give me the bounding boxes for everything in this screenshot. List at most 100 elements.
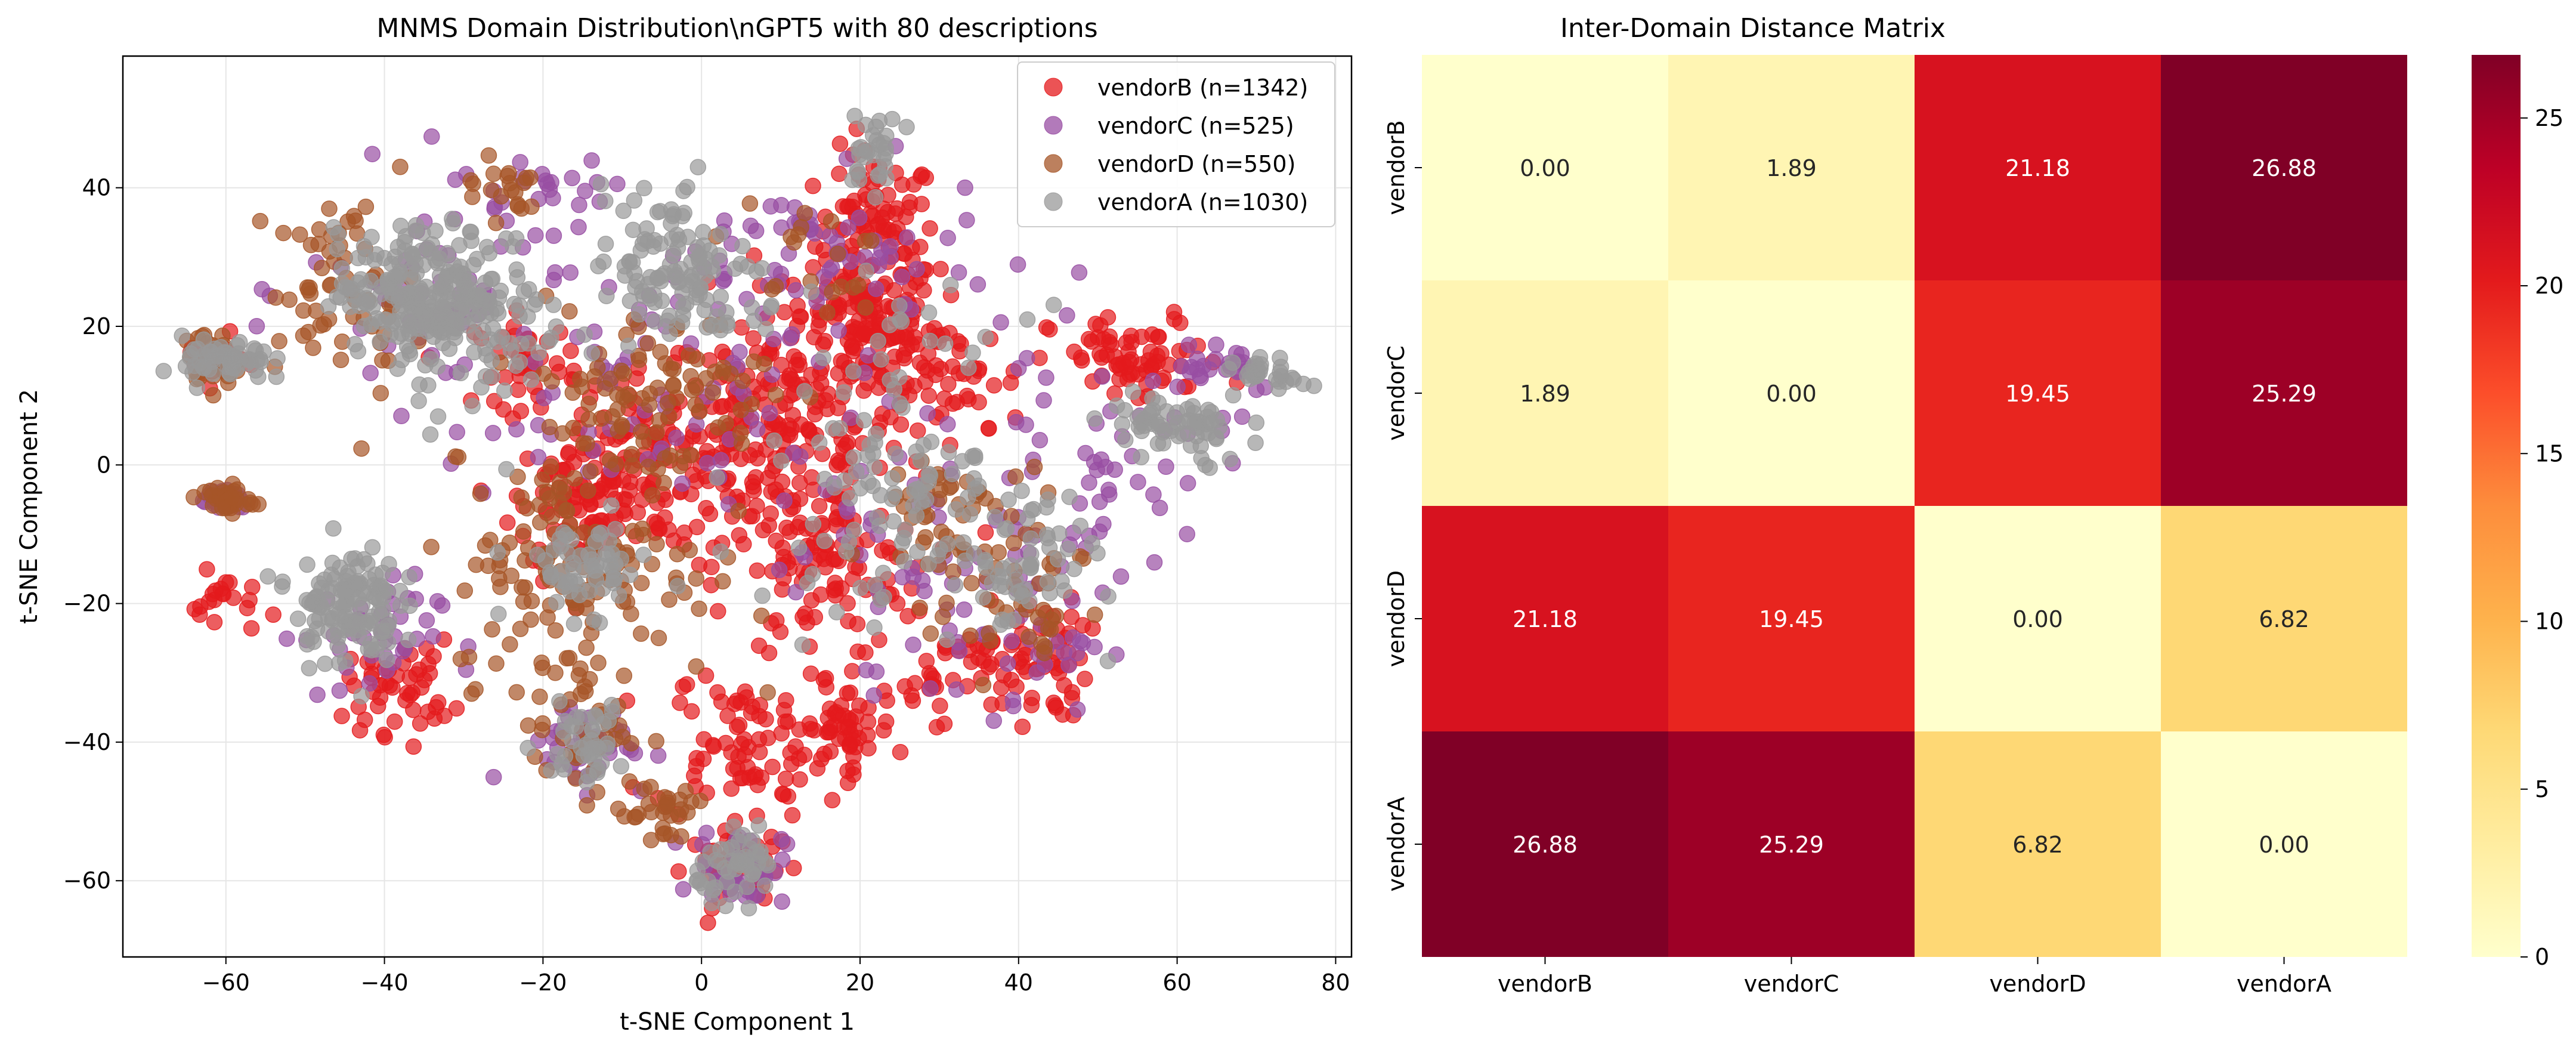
scatter-y-tick-label: −20 xyxy=(63,591,111,617)
scatter-point xyxy=(1179,526,1195,542)
legend-marker-vendorD xyxy=(1044,154,1063,173)
heatmap-cell-value: 0.00 xyxy=(2259,832,2309,858)
scatter-point xyxy=(547,622,564,639)
scatter-point xyxy=(502,342,519,359)
scatter-point xyxy=(496,382,513,399)
scatter-point xyxy=(626,809,643,826)
scatter-point xyxy=(1124,383,1142,400)
scatter-point xyxy=(796,205,814,222)
scatter-point xyxy=(938,594,955,612)
scatter-point xyxy=(999,613,1016,630)
scatter-point xyxy=(781,523,798,541)
scatter-point xyxy=(1100,588,1117,605)
scatter-point xyxy=(362,365,379,381)
scatter-point xyxy=(824,283,840,301)
scatter-point xyxy=(564,384,582,401)
scatter-point xyxy=(478,347,495,363)
scatter-x-tick-label: −60 xyxy=(202,969,250,996)
scatter-point xyxy=(752,843,769,860)
scatter-y-tick-label: 0 xyxy=(97,452,111,478)
scatter-point xyxy=(767,481,784,498)
scatter-point xyxy=(250,496,267,512)
scatter-point xyxy=(543,508,561,525)
scatter-point xyxy=(975,589,992,606)
heatmap-panel: Inter-Domain Distance Matrix 0.00 1.89 21.… xyxy=(1383,13,2563,997)
scatter-point xyxy=(391,288,408,305)
scatter-point xyxy=(410,393,427,409)
scatter-point xyxy=(446,257,462,274)
scatter-point xyxy=(456,582,474,599)
scatter-point xyxy=(689,159,707,175)
scatter-point xyxy=(613,416,630,434)
scatter-point xyxy=(347,336,363,353)
scatter-point xyxy=(301,279,318,296)
heatmap-cell-value: 1.89 xyxy=(1766,155,1817,181)
scatter-point xyxy=(422,426,439,443)
scatter-point xyxy=(630,347,647,365)
scatter-point xyxy=(944,395,961,412)
scatter-point xyxy=(845,748,862,765)
scatter-point xyxy=(1197,456,1214,474)
heatmap-cell xyxy=(2161,55,2407,280)
scatter-point xyxy=(661,256,679,273)
scatter-point xyxy=(889,595,906,612)
scatter-point xyxy=(250,368,267,385)
scatter-point xyxy=(697,268,713,285)
scatter-point xyxy=(583,558,600,575)
scatter-point xyxy=(565,560,582,577)
scatter-point xyxy=(703,558,720,576)
scatter-point xyxy=(731,344,748,360)
scatter-point xyxy=(1060,657,1077,674)
scatter-point xyxy=(675,881,692,898)
heatmap-cell xyxy=(1915,731,2161,957)
scatter-point xyxy=(472,485,489,502)
scatter-point xyxy=(595,253,612,270)
scatter-point xyxy=(985,712,1003,729)
scatter-point xyxy=(761,404,778,422)
scatter-point xyxy=(548,594,565,611)
scatter-point xyxy=(310,236,327,252)
scatter-point xyxy=(835,384,852,401)
scatter-point xyxy=(1153,345,1170,362)
scatter-point xyxy=(713,693,730,711)
scatter-point xyxy=(274,578,290,595)
scatter-point xyxy=(892,743,909,761)
scatter-point xyxy=(1051,525,1068,542)
scatter-point xyxy=(845,363,862,380)
scatter-x-label: t-SNE Component 1 xyxy=(620,1008,855,1036)
scatter-point xyxy=(939,631,955,648)
scatter-point xyxy=(603,497,620,514)
scatter-point xyxy=(607,456,624,473)
scatter-point xyxy=(957,179,973,196)
scatter-point xyxy=(1003,632,1020,650)
scatter-point xyxy=(448,700,465,717)
scatter-point xyxy=(644,487,661,504)
scatter-point xyxy=(789,297,806,314)
scatter-y-label: t-SNE Component 2 xyxy=(16,389,43,624)
scatter-point xyxy=(295,327,312,344)
scatter-point xyxy=(636,180,652,197)
scatter-point xyxy=(715,573,731,590)
scatter-point xyxy=(791,721,808,738)
scatter-point xyxy=(214,499,231,517)
scatter-point xyxy=(578,639,595,656)
scatter-point xyxy=(593,755,610,771)
scatter-point xyxy=(364,539,381,556)
scatter-point xyxy=(1095,515,1112,533)
scatter-point xyxy=(1133,328,1150,345)
heatmap-col-label: vendorB xyxy=(1498,971,1592,997)
scatter-point xyxy=(429,593,446,610)
scatter-point xyxy=(423,128,440,145)
scatter-point xyxy=(831,135,849,152)
scatter-point xyxy=(485,768,502,786)
scatter-point xyxy=(379,634,397,651)
scatter-point xyxy=(606,570,623,588)
scatter-point xyxy=(885,513,902,530)
scatter-point xyxy=(491,557,508,575)
scatter-point xyxy=(559,545,576,561)
scatter-point xyxy=(579,435,595,452)
scatter-point xyxy=(944,358,961,375)
scatter-point xyxy=(515,283,533,299)
scatter-point xyxy=(657,450,673,467)
scatter-point xyxy=(480,147,497,164)
